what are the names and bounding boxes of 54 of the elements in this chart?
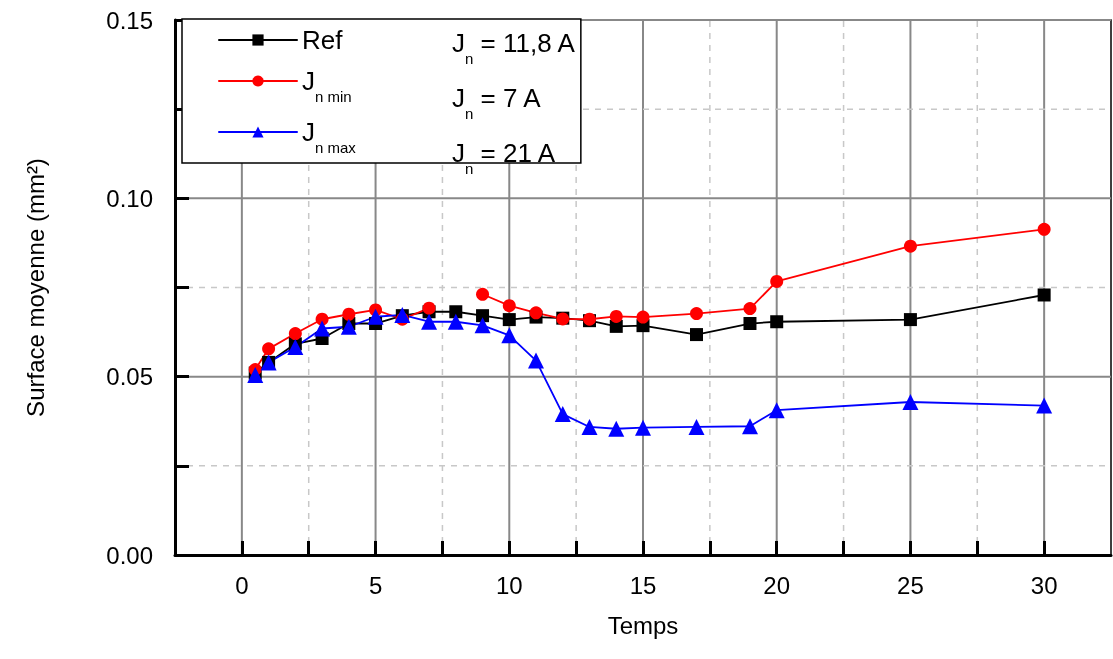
point bbox=[476, 309, 490, 323]
point bbox=[635, 419, 651, 436]
point bbox=[367, 308, 384, 325]
x-tick-label: 15 bbox=[629, 571, 657, 599]
point bbox=[741, 418, 758, 435]
point bbox=[770, 274, 784, 288]
point bbox=[770, 315, 784, 329]
point bbox=[447, 313, 464, 330]
y-tick-label: 0.00 bbox=[106, 541, 153, 569]
point bbox=[581, 418, 598, 435]
point bbox=[476, 287, 490, 301]
x-axis-title: Temps bbox=[607, 611, 679, 639]
point bbox=[903, 239, 917, 253]
point bbox=[689, 328, 703, 342]
point bbox=[340, 318, 357, 335]
x-tick-label: 10 bbox=[495, 571, 523, 599]
point bbox=[262, 342, 276, 356]
point bbox=[501, 327, 518, 344]
point bbox=[609, 309, 623, 323]
y-tick-label: 0.15 bbox=[106, 6, 153, 34]
y-axis-title: Surface moyenne (mm²) bbox=[21, 158, 49, 417]
x-tick-label: 30 bbox=[1030, 571, 1058, 599]
point bbox=[903, 313, 917, 327]
point bbox=[608, 420, 625, 437]
legend-label: Ref bbox=[302, 25, 344, 55]
point bbox=[690, 307, 703, 321]
point bbox=[502, 299, 516, 313]
point bbox=[287, 339, 304, 356]
x-tick-label: 20 bbox=[763, 571, 791, 599]
x-tick-label: 0 bbox=[235, 571, 249, 599]
point bbox=[528, 352, 545, 369]
point bbox=[688, 418, 705, 435]
point bbox=[1037, 288, 1051, 302]
point bbox=[902, 393, 919, 410]
y-tick-label: 0.10 bbox=[106, 184, 153, 212]
point bbox=[1037, 222, 1051, 236]
point bbox=[314, 320, 331, 337]
point bbox=[421, 313, 438, 330]
y-tick-label: 0.05 bbox=[106, 363, 153, 391]
point bbox=[768, 402, 785, 419]
point bbox=[529, 306, 543, 320]
x-tick-label: 25 bbox=[897, 571, 924, 599]
point bbox=[743, 317, 757, 331]
point bbox=[449, 305, 463, 319]
point bbox=[342, 307, 356, 321]
point bbox=[636, 310, 650, 324]
point bbox=[288, 327, 302, 341]
x-tick-label: 5 bbox=[368, 571, 383, 599]
point bbox=[474, 317, 491, 334]
point bbox=[502, 313, 516, 327]
point bbox=[554, 406, 571, 423]
point bbox=[1036, 397, 1053, 414]
point bbox=[743, 302, 757, 316]
point bbox=[422, 301, 436, 315]
